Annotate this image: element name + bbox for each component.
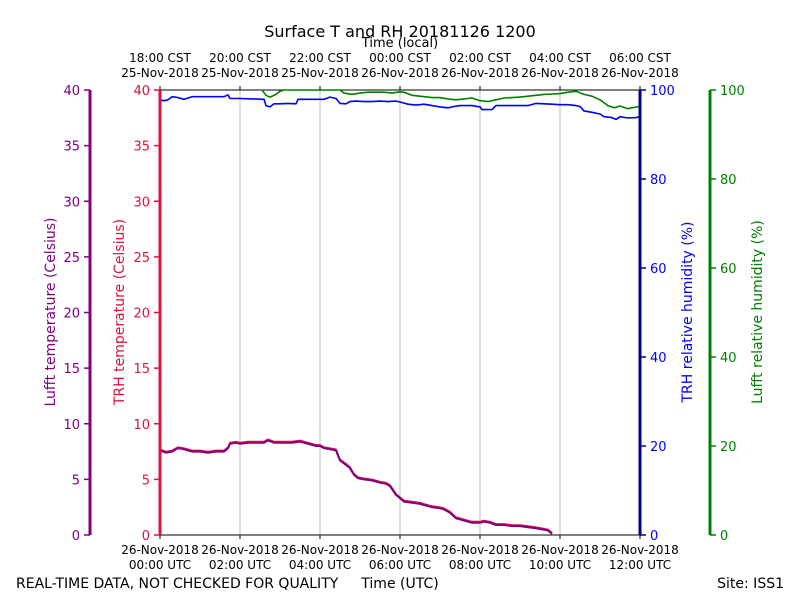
local-tick-time: 18:00 CST bbox=[129, 51, 191, 65]
local-tick-time: 06:00 CST bbox=[609, 51, 671, 65]
series-line-lufft-rh bbox=[261, 89, 641, 110]
lufft-rh-tick-label: 100 bbox=[720, 84, 745, 99]
utc-tick-time: 06:00 UTC bbox=[369, 558, 431, 572]
lufft-temp-tick-label: 0 bbox=[72, 529, 80, 544]
trh-rh-tick-label: 80 bbox=[650, 173, 667, 188]
local-tick-date: 26-Nov-2018 bbox=[521, 66, 599, 80]
quality-disclaimer: REAL-TIME DATA, NOT CHECKED FOR QUALITY bbox=[16, 576, 339, 592]
utc-tick-date: 26-Nov-2018 bbox=[441, 543, 519, 557]
utc-tick-time: 02:00 UTC bbox=[209, 558, 271, 572]
chart-title: Surface T and RH 20181126 1200 bbox=[264, 22, 536, 41]
utc-tick-date: 26-Nov-2018 bbox=[201, 543, 279, 557]
series-line-lufft-temp bbox=[159, 439, 553, 535]
lufft-rh-tick-label: 0 bbox=[720, 529, 728, 544]
trh-rh-tick-label: 100 bbox=[650, 84, 675, 99]
utc-tick-date: 26-Nov-2018 bbox=[601, 543, 679, 557]
lufft-temp-tick-label: 40 bbox=[63, 84, 80, 99]
trh-rh-tick-label: 60 bbox=[650, 262, 667, 277]
utc-tick-date: 26-Nov-2018 bbox=[521, 543, 599, 557]
utc-tick-date: 26-Nov-2018 bbox=[121, 543, 199, 557]
local-tick-time: 22:00 CST bbox=[289, 51, 351, 65]
local-tick-date: 26-Nov-2018 bbox=[441, 66, 519, 80]
local-tick-date: 25-Nov-2018 bbox=[201, 66, 279, 80]
series-group bbox=[159, 89, 641, 535]
lufft-rh-tick-label: 60 bbox=[720, 262, 737, 277]
trh-temp-tick-label: 5 bbox=[142, 473, 150, 488]
trh-temp-tick-label: 10 bbox=[133, 418, 150, 433]
series-line-trh-rh bbox=[159, 94, 641, 121]
lufft-rh-tick-label: 20 bbox=[720, 440, 737, 455]
local-tick-time: 02:00 CST bbox=[449, 51, 511, 65]
utc-tick-date: 26-Nov-2018 bbox=[361, 543, 439, 557]
trh-temp-tick-label: 25 bbox=[133, 251, 150, 266]
trh-humidity-axis-label: TRH relative humidity (%) bbox=[680, 221, 696, 403]
utc-tick-time: 08:00 UTC bbox=[449, 558, 511, 572]
lufft-humidity-axis-label: Lufft relative humidity (%) bbox=[750, 220, 766, 404]
lufft-temp-tick-label: 35 bbox=[63, 140, 80, 155]
lufft-rh-tick-label: 40 bbox=[720, 351, 737, 366]
trh-temp-tick-label: 20 bbox=[133, 307, 150, 322]
lufft-temp-tick-label: 30 bbox=[63, 195, 80, 210]
trh-temperature-axis-label: TRH temperature (Celsius) bbox=[112, 219, 128, 406]
utc-tick-time: 00:00 UTC bbox=[129, 558, 191, 572]
utc-tick-time: 04:00 UTC bbox=[289, 558, 351, 572]
trh-temp-tick-label: 0 bbox=[142, 529, 150, 544]
trh-rh-tick-label: 20 bbox=[650, 440, 667, 455]
local-tick-time: 00:00 CST bbox=[369, 51, 431, 65]
local-tick-date: 25-Nov-2018 bbox=[281, 66, 359, 80]
local-tick-date: 26-Nov-2018 bbox=[361, 66, 439, 80]
lufft-temp-tick-label: 5 bbox=[72, 473, 80, 488]
trh-rh-tick-label: 0 bbox=[650, 529, 658, 544]
trh-temp-tick-label: 15 bbox=[133, 362, 150, 377]
site-label: Site: ISS1 bbox=[717, 576, 784, 592]
trh-temp-tick-label: 40 bbox=[133, 84, 150, 99]
local-tick-date: 26-Nov-2018 bbox=[601, 66, 679, 80]
trh-temp-tick-label: 35 bbox=[133, 140, 150, 155]
bottom-axis-label: Time (UTC) bbox=[360, 576, 438, 592]
lufft-temp-tick-label: 10 bbox=[63, 418, 80, 433]
utc-tick-time: 10:00 UTC bbox=[529, 558, 591, 572]
lufft-rh-tick-label: 80 bbox=[720, 173, 737, 188]
series-line-trh-temp bbox=[159, 438, 553, 534]
lufft-temp-tick-label: 15 bbox=[63, 362, 80, 377]
lufft-temp-tick-label: 20 bbox=[63, 307, 80, 322]
trh-rh-tick-label: 40 bbox=[650, 351, 667, 366]
local-tick-time: 04:00 CST bbox=[529, 51, 591, 65]
utc-tick-date: 26-Nov-2018 bbox=[281, 543, 359, 557]
local-tick-time: 20:00 CST bbox=[209, 51, 271, 65]
local-tick-date: 25-Nov-2018 bbox=[121, 66, 199, 80]
top-axis-label: Time (local) bbox=[361, 36, 438, 51]
vertical-gridlines bbox=[239, 90, 561, 535]
utc-tick-time: 12:00 UTC bbox=[609, 558, 671, 572]
trh-temp-tick-label: 30 bbox=[133, 195, 150, 210]
lufft-temp-tick-label: 25 bbox=[63, 251, 80, 266]
lufft-temperature-axis-label: Lufft temperature (Celsius) bbox=[43, 217, 59, 406]
